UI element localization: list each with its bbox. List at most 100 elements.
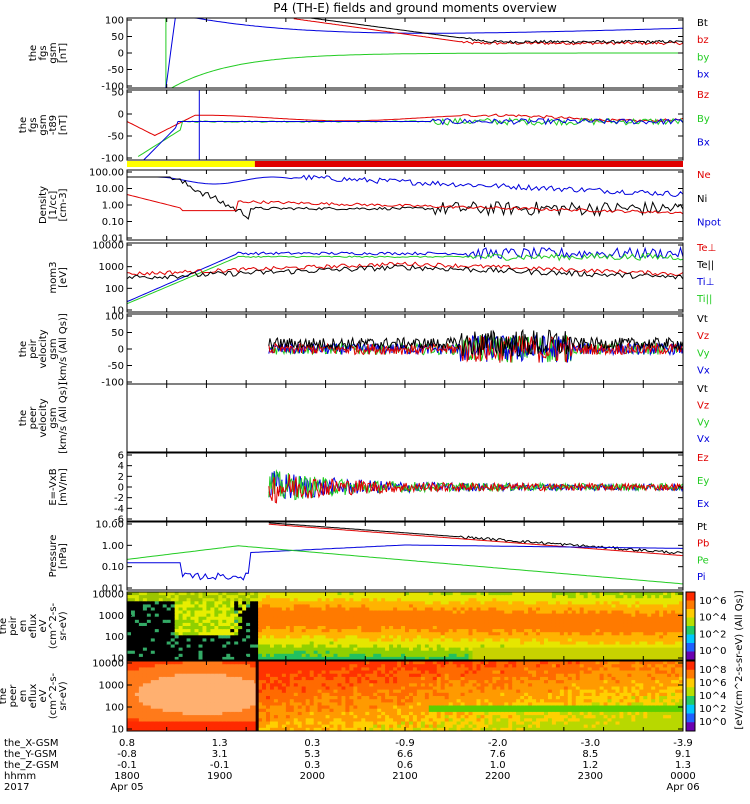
npot-line	[127, 175, 683, 196]
y-axis-label: [mV/m]	[58, 468, 69, 506]
legend-Vz: Vz	[697, 401, 709, 412]
y-tick-label: -50	[108, 361, 124, 372]
legend-Vt: Vt	[697, 384, 708, 395]
y-tick-label: 0	[118, 345, 124, 356]
y-tick-label: 50	[111, 88, 124, 99]
legend-Vz: Vz	[697, 331, 709, 342]
x-row-label: the_X-GSM	[4, 738, 58, 749]
x-tick-label: -0.8	[117, 749, 137, 760]
x-tick-label: -2.0	[488, 738, 508, 749]
colorbar-segment	[686, 705, 695, 714]
lines	[127, 175, 683, 219]
bz-line	[127, 114, 683, 135]
y-axis-label: sr-eV)	[58, 611, 69, 640]
y-axis-label: [nPa]	[58, 543, 69, 569]
colorbar-tick-label: 10^4	[699, 691, 726, 702]
x-tick-label: 7.6	[490, 749, 506, 760]
y-tick-label: 100	[105, 284, 124, 295]
x-tick-label: 0000	[670, 771, 695, 782]
panel-frame	[127, 522, 683, 590]
x-tick-label: 2300	[578, 771, 603, 782]
legend-Bz: Bz	[697, 90, 709, 101]
colorbar-segment	[686, 592, 695, 601]
legend-Vt: Vt	[697, 314, 708, 325]
colorbar-segment	[686, 618, 695, 627]
lines	[269, 471, 683, 503]
colorbar-segment	[686, 635, 695, 644]
x-tick-label: 2200	[485, 771, 510, 782]
y-tick-label: 1000	[99, 681, 124, 692]
x-row-label: 2017	[4, 782, 29, 793]
tepar-line	[127, 265, 683, 279]
colorbar-segment	[686, 652, 695, 661]
y-axis-label: [eV]	[58, 267, 69, 288]
x-tick-label: -0.1	[210, 760, 230, 771]
x-tick-label: 3.1	[212, 749, 228, 760]
lines	[127, 90, 683, 160]
legend-bx: bx	[697, 70, 709, 81]
legend-Pb: Pb	[697, 539, 709, 550]
x-tick-label: 1.0	[490, 760, 506, 771]
figure-title: P4 (TH-E) fields and ground moments over…	[273, 1, 557, 15]
legend-Ni: Ni	[697, 194, 707, 205]
x-tick-label: 1900	[207, 771, 232, 782]
data-gap-line	[256, 661, 259, 731]
panel-3: 100.0010.001.000.100.01Density[1/cc][cm-…	[38, 168, 721, 245]
legend-Te⊥: Te⊥	[696, 243, 716, 254]
x-tick-label: -3.0	[581, 738, 601, 749]
x-tick-label: Apr 05	[110, 782, 143, 793]
panel-8-plot-area	[127, 523, 683, 584]
panel-frame	[127, 90, 683, 160]
colorbar-label: [eV/(cm^2-s-sr-eV) (All Qs)]	[734, 590, 745, 729]
legend-bz: bz	[697, 35, 709, 46]
panel-1-plot-area	[166, 18, 683, 88]
panel-7-plot-area	[269, 471, 683, 503]
legend-Ey: Ey	[697, 476, 709, 487]
x-tick-label: 0.6	[397, 760, 413, 771]
y-tick-label: 10.00	[95, 520, 124, 531]
lines	[269, 330, 683, 363]
y-tick-label: -50	[108, 132, 124, 143]
y-tick-label: 6	[118, 451, 124, 462]
x-tick-label: 1800	[114, 771, 139, 782]
panel-frame	[127, 384, 683, 452]
mode-bar-fast	[255, 161, 683, 167]
panel-3-plot-area	[127, 175, 683, 219]
x-tick-label: 0.8	[119, 738, 135, 749]
legend-Pe: Pe	[697, 555, 709, 566]
y-tick-label: 1.00	[102, 201, 124, 212]
x-tick-label: -0.9	[395, 738, 415, 749]
x-tick-label: 1.2	[582, 760, 598, 771]
x-tick-label: 2000	[300, 771, 325, 782]
x-tick-label: 1.3	[212, 738, 228, 749]
legend-By: By	[697, 114, 710, 125]
legend-by: by	[697, 52, 709, 63]
colorbar-tick-label: 10^2	[699, 704, 726, 715]
pb-line	[269, 524, 683, 555]
legend-Npot: Npot	[697, 218, 721, 229]
panel-5-plot-area	[269, 330, 683, 363]
y-tick-label: 10000	[92, 659, 124, 670]
pi-line	[127, 545, 683, 580]
colorbar-segment	[686, 722, 695, 731]
spectrogram	[127, 592, 684, 661]
colorbar: 10^610^410^210^0	[686, 592, 726, 661]
y-tick-label: 10000	[92, 590, 124, 601]
x-tick-label: 0.3	[304, 760, 320, 771]
y-tick-label: 50	[111, 328, 124, 339]
mode-bar-slow	[127, 161, 255, 167]
by-line-2	[172, 53, 684, 88]
y-axis-label: [cm-3]	[58, 188, 69, 221]
y-tick-label: 10.00	[95, 184, 124, 195]
legend-Ne: Ne	[697, 170, 711, 181]
legend-Pi: Pi	[697, 572, 706, 583]
mode-bar	[127, 161, 683, 167]
y-tick-label: 0	[118, 110, 124, 121]
colorbar-segment	[686, 714, 695, 723]
panel-9-plot-area	[127, 592, 684, 661]
